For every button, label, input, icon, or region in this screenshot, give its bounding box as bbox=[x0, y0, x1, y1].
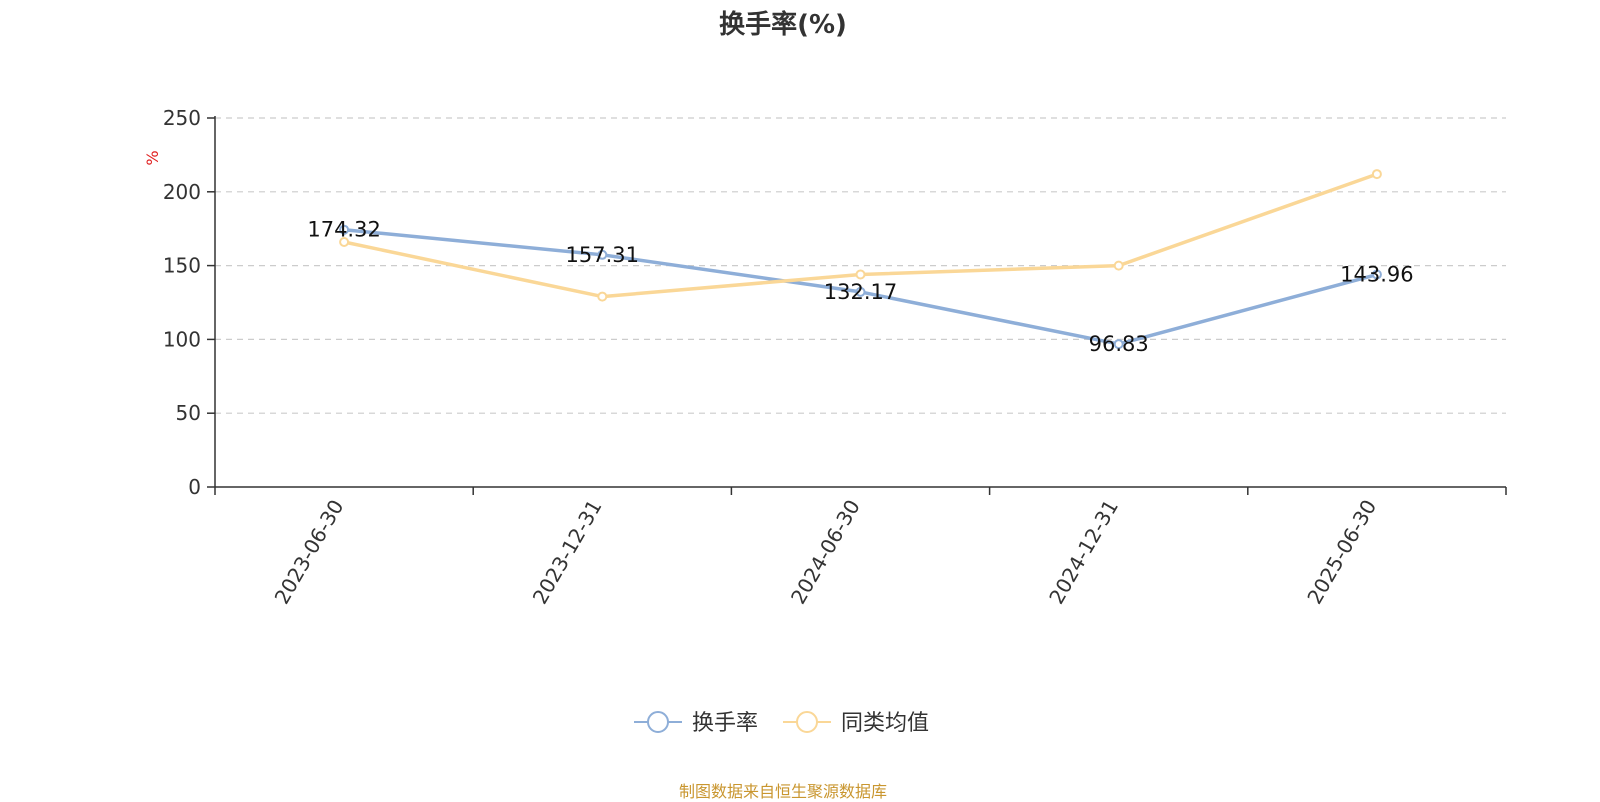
y-tick-label: 0 bbox=[188, 475, 201, 499]
x-tick-label: 2023-12-31 bbox=[528, 496, 607, 609]
y-tick-label: 250 bbox=[163, 106, 201, 130]
series-point-1[interactable] bbox=[597, 249, 608, 260]
y-tick-label: 100 bbox=[163, 327, 201, 351]
x-tick-label: 2025-06-30 bbox=[1302, 496, 1381, 609]
series-layer bbox=[339, 169, 1382, 350]
y-tick-label: 50 bbox=[176, 401, 201, 425]
x-tick-label: 2024-06-30 bbox=[786, 496, 865, 609]
series-point-1[interactable] bbox=[1371, 269, 1382, 280]
data-label: 132.17 bbox=[824, 280, 897, 304]
series-point-2[interactable] bbox=[855, 269, 866, 280]
data-label: 143.96 bbox=[1340, 263, 1413, 287]
y-tick-label: 200 bbox=[163, 180, 201, 204]
chart-title: 换手率(%) bbox=[719, 10, 847, 40]
y-tick-label: 150 bbox=[163, 254, 201, 278]
legend-marker-icon bbox=[647, 711, 669, 733]
series-point-1[interactable] bbox=[339, 224, 350, 235]
data-label: 157.31 bbox=[566, 243, 639, 267]
series-point-2[interactable] bbox=[339, 236, 350, 247]
series-point-2[interactable] bbox=[1113, 260, 1124, 271]
source-footer: 制图数据来自恒生聚源数据库 bbox=[678, 782, 887, 801]
legend[interactable]: 换手率 同类均值 bbox=[634, 711, 929, 736]
legend-label: 换手率 bbox=[692, 711, 758, 736]
series-point-1[interactable] bbox=[855, 286, 866, 297]
legend-item-2[interactable]: 同类均值 bbox=[783, 711, 929, 736]
data-label: 174.32 bbox=[307, 218, 380, 242]
legend-label: 同类均值 bbox=[841, 711, 929, 736]
series-point-1[interactable] bbox=[1113, 339, 1124, 350]
x-tick-label: 2023-06-30 bbox=[270, 496, 349, 609]
legend-item-1[interactable]: 换手率 bbox=[634, 711, 758, 736]
x-tick-label: 2024-12-31 bbox=[1044, 496, 1123, 609]
series-point-2[interactable] bbox=[1371, 169, 1382, 180]
axes-layer: 0 50 100 150 200 250% 2023-06-30 2023-12-31 2024… bbox=[143, 106, 1507, 609]
data-label: 96.83 bbox=[1089, 332, 1149, 356]
data-labels-layer: 174.32 157.31 132.17 96.83 143.96 bbox=[307, 218, 1413, 356]
grid-layer bbox=[215, 117, 1506, 414]
y-axis-unit-label: % bbox=[143, 150, 162, 165]
legend-marker-icon bbox=[796, 711, 818, 733]
series-point-2[interactable] bbox=[597, 291, 608, 302]
